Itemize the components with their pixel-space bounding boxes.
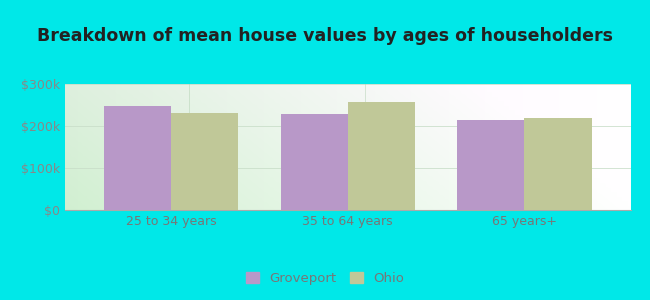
Bar: [348, 102, 415, 210]
Bar: [525, 118, 592, 210]
Bar: [458, 120, 525, 210]
Bar: [281, 114, 348, 210]
Legend: Groveport, Ohio: Groveport, Ohio: [240, 267, 410, 290]
Bar: [171, 112, 238, 210]
Bar: [104, 106, 171, 210]
Text: Breakdown of mean house values by ages of householders: Breakdown of mean house values by ages o…: [37, 27, 613, 45]
